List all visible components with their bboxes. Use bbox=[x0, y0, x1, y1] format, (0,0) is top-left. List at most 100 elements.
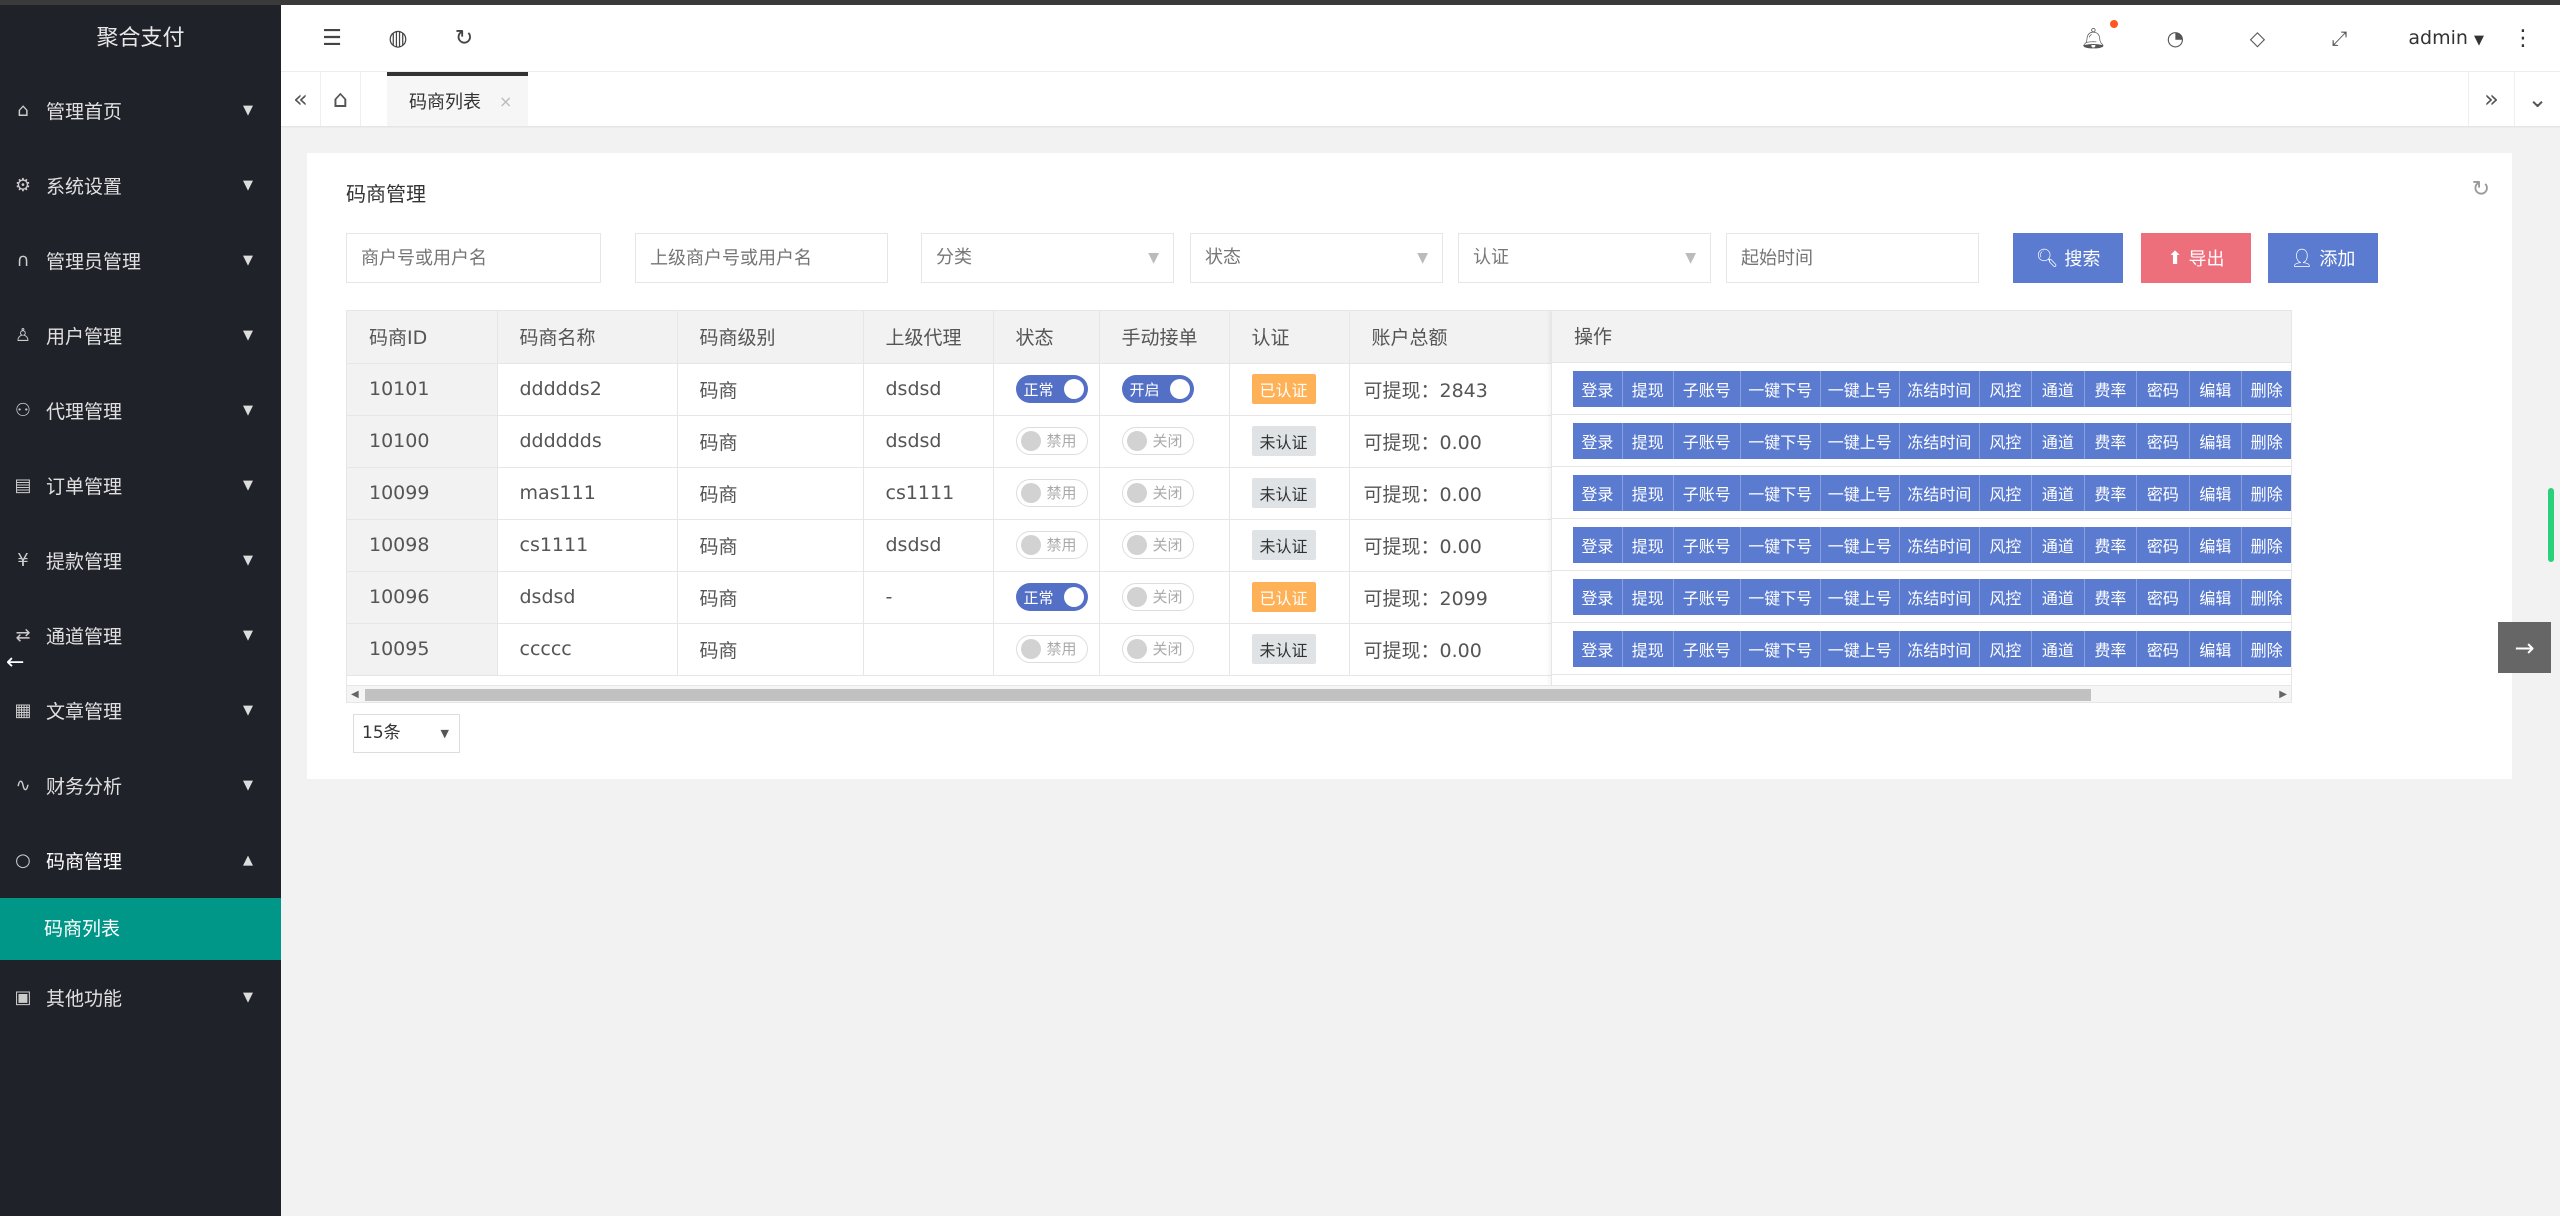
action-button[interactable]: 删除 bbox=[2242, 578, 2291, 615]
action-button[interactable]: 费率 bbox=[2084, 370, 2138, 407]
status-select[interactable]: 状态 ▼ bbox=[1190, 233, 1443, 283]
action-button[interactable]: 子账号 bbox=[1673, 370, 1741, 407]
action-button[interactable]: 密码 bbox=[2137, 370, 2190, 407]
action-button[interactable]: 冻结时间 bbox=[1900, 370, 1980, 407]
export-button[interactable]: ⬆ 导出 bbox=[2141, 233, 2251, 283]
action-button[interactable]: 子账号 bbox=[1673, 474, 1741, 511]
action-button[interactable]: 一键下号 bbox=[1740, 474, 1821, 511]
action-button[interactable]: 子账号 bbox=[1673, 422, 1741, 459]
category-select[interactable]: 分类 ▼ bbox=[921, 233, 1174, 283]
action-button[interactable]: 提现 bbox=[1622, 474, 1674, 511]
action-button[interactable]: 子账号 bbox=[1673, 630, 1741, 667]
status-toggle[interactable]: 正常 bbox=[1015, 583, 1088, 611]
action-button[interactable]: 风控 bbox=[1979, 578, 2033, 615]
action-button[interactable]: 提现 bbox=[1622, 630, 1674, 667]
action-button[interactable]: 一键上号 bbox=[1820, 578, 1901, 615]
bell-icon[interactable]: 🔔︎ bbox=[2078, 20, 2119, 50]
action-button[interactable]: 提现 bbox=[1622, 370, 1674, 407]
action-button[interactable]: 通道 bbox=[2032, 526, 2085, 563]
action-button[interactable]: 编辑 bbox=[2189, 526, 2243, 563]
palette-icon[interactable]: ◔ bbox=[2166, 26, 2185, 50]
action-button[interactable]: 通道 bbox=[2032, 474, 2085, 511]
globe-icon[interactable]: ◍ bbox=[388, 25, 408, 51]
action-button[interactable]: 密码 bbox=[2137, 578, 2190, 615]
tabs-menu-chevron-down-icon[interactable]: ⌄ bbox=[2514, 72, 2560, 126]
sidebar-item[interactable]: ∩ 管理员管理 ▼ bbox=[0, 223, 281, 298]
action-button[interactable]: 一键下号 bbox=[1740, 370, 1821, 407]
action-button[interactable]: 编辑 bbox=[2189, 422, 2243, 459]
action-button[interactable]: 一键上号 bbox=[1820, 630, 1901, 667]
search-button[interactable]: 🔍︎ 搜索 bbox=[2013, 233, 2123, 283]
action-button[interactable]: 一键下号 bbox=[1740, 526, 1821, 563]
action-button[interactable]: 费率 bbox=[2084, 526, 2138, 563]
manual-order-toggle[interactable]: 关闭 bbox=[1121, 530, 1194, 559]
action-button[interactable]: 一键上号 bbox=[1820, 526, 1901, 563]
arrow-left-icon[interactable]: ← bbox=[6, 650, 25, 675]
action-button[interactable]: 删除 bbox=[2242, 370, 2291, 407]
action-button[interactable]: 风控 bbox=[1979, 474, 2033, 511]
sidebar-item[interactable]: ▦ 文章管理 ▼ bbox=[0, 673, 281, 748]
action-button[interactable]: 冻结时间 bbox=[1900, 422, 1980, 459]
close-icon[interactable]: × bbox=[499, 91, 513, 111]
horizontal-scrollbar[interactable]: ◀ ▶ bbox=[347, 685, 2291, 702]
sidebar-item[interactable]: ⚙ 系统设置 ▼ bbox=[0, 148, 281, 223]
sidebar-subitem-merchant-list[interactable]: 码商列表 bbox=[0, 898, 281, 960]
action-button[interactable]: 登录 bbox=[1573, 630, 1623, 667]
action-button[interactable]: 登录 bbox=[1573, 474, 1623, 511]
scroll-left-icon[interactable]: ◀ bbox=[351, 689, 359, 700]
action-button[interactable]: 删除 bbox=[2242, 474, 2291, 511]
action-button[interactable]: 删除 bbox=[2242, 630, 2291, 667]
more-vertical-icon[interactable]: ⋮ bbox=[2512, 25, 2534, 51]
action-button[interactable]: 费率 bbox=[2084, 578, 2138, 615]
action-button[interactable]: 密码 bbox=[2137, 630, 2190, 667]
action-button[interactable]: 冻结时间 bbox=[1900, 578, 1980, 615]
sidebar-item[interactable]: ∿ 财务分析 ▼ bbox=[0, 748, 281, 823]
manual-order-toggle[interactable]: 开启 bbox=[1121, 375, 1194, 403]
action-button[interactable]: 一键下号 bbox=[1740, 422, 1821, 459]
action-button[interactable]: 通道 bbox=[2032, 370, 2085, 407]
action-button[interactable]: 一键下号 bbox=[1740, 630, 1821, 667]
action-button[interactable]: 编辑 bbox=[2189, 474, 2243, 511]
reload-icon[interactable]: ↻ bbox=[2471, 177, 2490, 202]
action-button[interactable]: 删除 bbox=[2242, 422, 2291, 459]
action-button[interactable]: 登录 bbox=[1573, 526, 1623, 563]
sidebar-item[interactable]: ♙ 用户管理 ▼ bbox=[0, 298, 281, 373]
status-toggle[interactable]: 正常 bbox=[1015, 375, 1088, 403]
action-button[interactable]: 密码 bbox=[2137, 474, 2190, 511]
manual-order-toggle[interactable]: 关闭 bbox=[1121, 426, 1194, 455]
refresh-icon[interactable]: ↻ bbox=[454, 25, 474, 51]
manual-order-toggle[interactable]: 关闭 bbox=[1121, 582, 1194, 611]
user-menu[interactable]: admin ▼ bbox=[2408, 27, 2484, 49]
sidebar-item[interactable]: ▣ 其他功能 ▼ bbox=[0, 960, 281, 1035]
status-toggle[interactable]: 禁用 bbox=[1015, 426, 1088, 455]
action-button[interactable]: 一键上号 bbox=[1820, 370, 1901, 407]
action-button[interactable]: 子账号 bbox=[1673, 578, 1741, 615]
action-button[interactable]: 风控 bbox=[1979, 630, 2033, 667]
action-button[interactable]: 一键上号 bbox=[1820, 474, 1901, 511]
home-tab-icon[interactable]: ⌂ bbox=[321, 72, 361, 126]
action-button[interactable]: 编辑 bbox=[2189, 630, 2243, 667]
fullscreen-icon[interactable]: ⤢ bbox=[2331, 26, 2348, 50]
scrollbar-thumb[interactable] bbox=[365, 689, 2091, 701]
action-button[interactable]: 密码 bbox=[2137, 422, 2190, 459]
action-button[interactable]: 通道 bbox=[2032, 630, 2085, 667]
status-toggle[interactable]: 禁用 bbox=[1015, 634, 1088, 663]
action-button[interactable]: 子账号 bbox=[1673, 526, 1741, 563]
scroll-right-icon[interactable]: ▶ bbox=[2279, 689, 2287, 700]
action-button[interactable]: 风控 bbox=[1979, 422, 2033, 459]
action-button[interactable]: 冻结时间 bbox=[1900, 630, 1980, 667]
action-button[interactable]: 费率 bbox=[2084, 422, 2138, 459]
action-button[interactable]: 冻结时间 bbox=[1900, 474, 1980, 511]
tag-icon[interactable]: ◇ bbox=[2249, 26, 2266, 50]
start-time-input[interactable] bbox=[1726, 233, 1979, 283]
sidebar-item[interactable]: ⚇ 代理管理 ▼ bbox=[0, 373, 281, 448]
sidebar-item[interactable]: ¥ 提款管理 ▼ bbox=[0, 523, 281, 598]
action-button[interactable]: 通道 bbox=[2032, 578, 2085, 615]
action-button[interactable]: 登录 bbox=[1573, 422, 1623, 459]
action-button[interactable]: 提现 bbox=[1622, 526, 1674, 563]
tabs-scroll-right-icon[interactable]: » bbox=[2468, 72, 2514, 126]
action-button[interactable]: 费率 bbox=[2084, 630, 2138, 667]
action-button[interactable]: 登录 bbox=[1573, 578, 1623, 615]
status-toggle[interactable]: 禁用 bbox=[1015, 530, 1088, 559]
status-toggle[interactable]: 禁用 bbox=[1015, 478, 1088, 507]
